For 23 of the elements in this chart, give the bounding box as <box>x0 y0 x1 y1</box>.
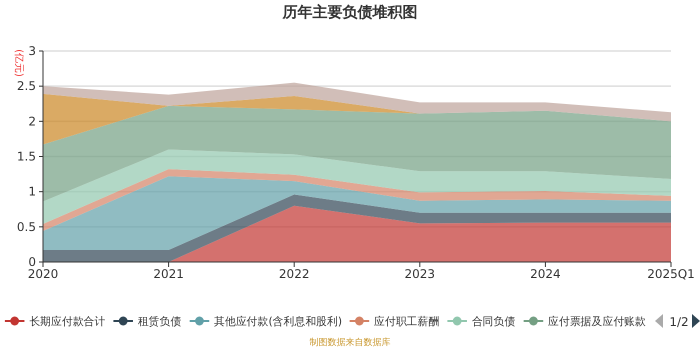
x-tick-label: 2024 <box>530 267 561 281</box>
y-tick-label: 0.5 <box>16 220 36 234</box>
y-tick-label: 2.5 <box>16 79 36 94</box>
y-tick-label: 1.5 <box>16 150 36 164</box>
x-tick-label: 2020 <box>28 267 58 281</box>
legend-label: 其他应付款(含利息和股利) <box>214 314 342 328</box>
legend-label: 租赁负债 <box>138 314 182 328</box>
x-tick-label: 2025Q1 <box>647 267 695 281</box>
legend-label: 应付票据及应付账款 <box>548 314 646 328</box>
y-tick-label: 0 <box>28 255 36 269</box>
legend-pager: 1/2 <box>655 314 700 329</box>
y-tick-label: 2 <box>28 114 36 128</box>
legend-label: 应付职工薪酬 <box>374 314 440 328</box>
y-tick-label: 3 <box>28 44 36 58</box>
legend-label: 长期应付款合计 <box>29 314 106 328</box>
y-axis-title: (亿元) <box>13 49 24 77</box>
text: 制图数据来自数据库 <box>310 337 390 348</box>
x-tick-label: 2022 <box>278 267 310 281</box>
x-tick-label: 2023 <box>404 267 436 281</box>
x-tick-label: 2021 <box>153 267 184 281</box>
y-tick-label: 1 <box>28 184 36 199</box>
chart-title: 历年主要负债堆积图 <box>282 3 418 21</box>
legend-label: 合同负债 <box>472 314 516 328</box>
